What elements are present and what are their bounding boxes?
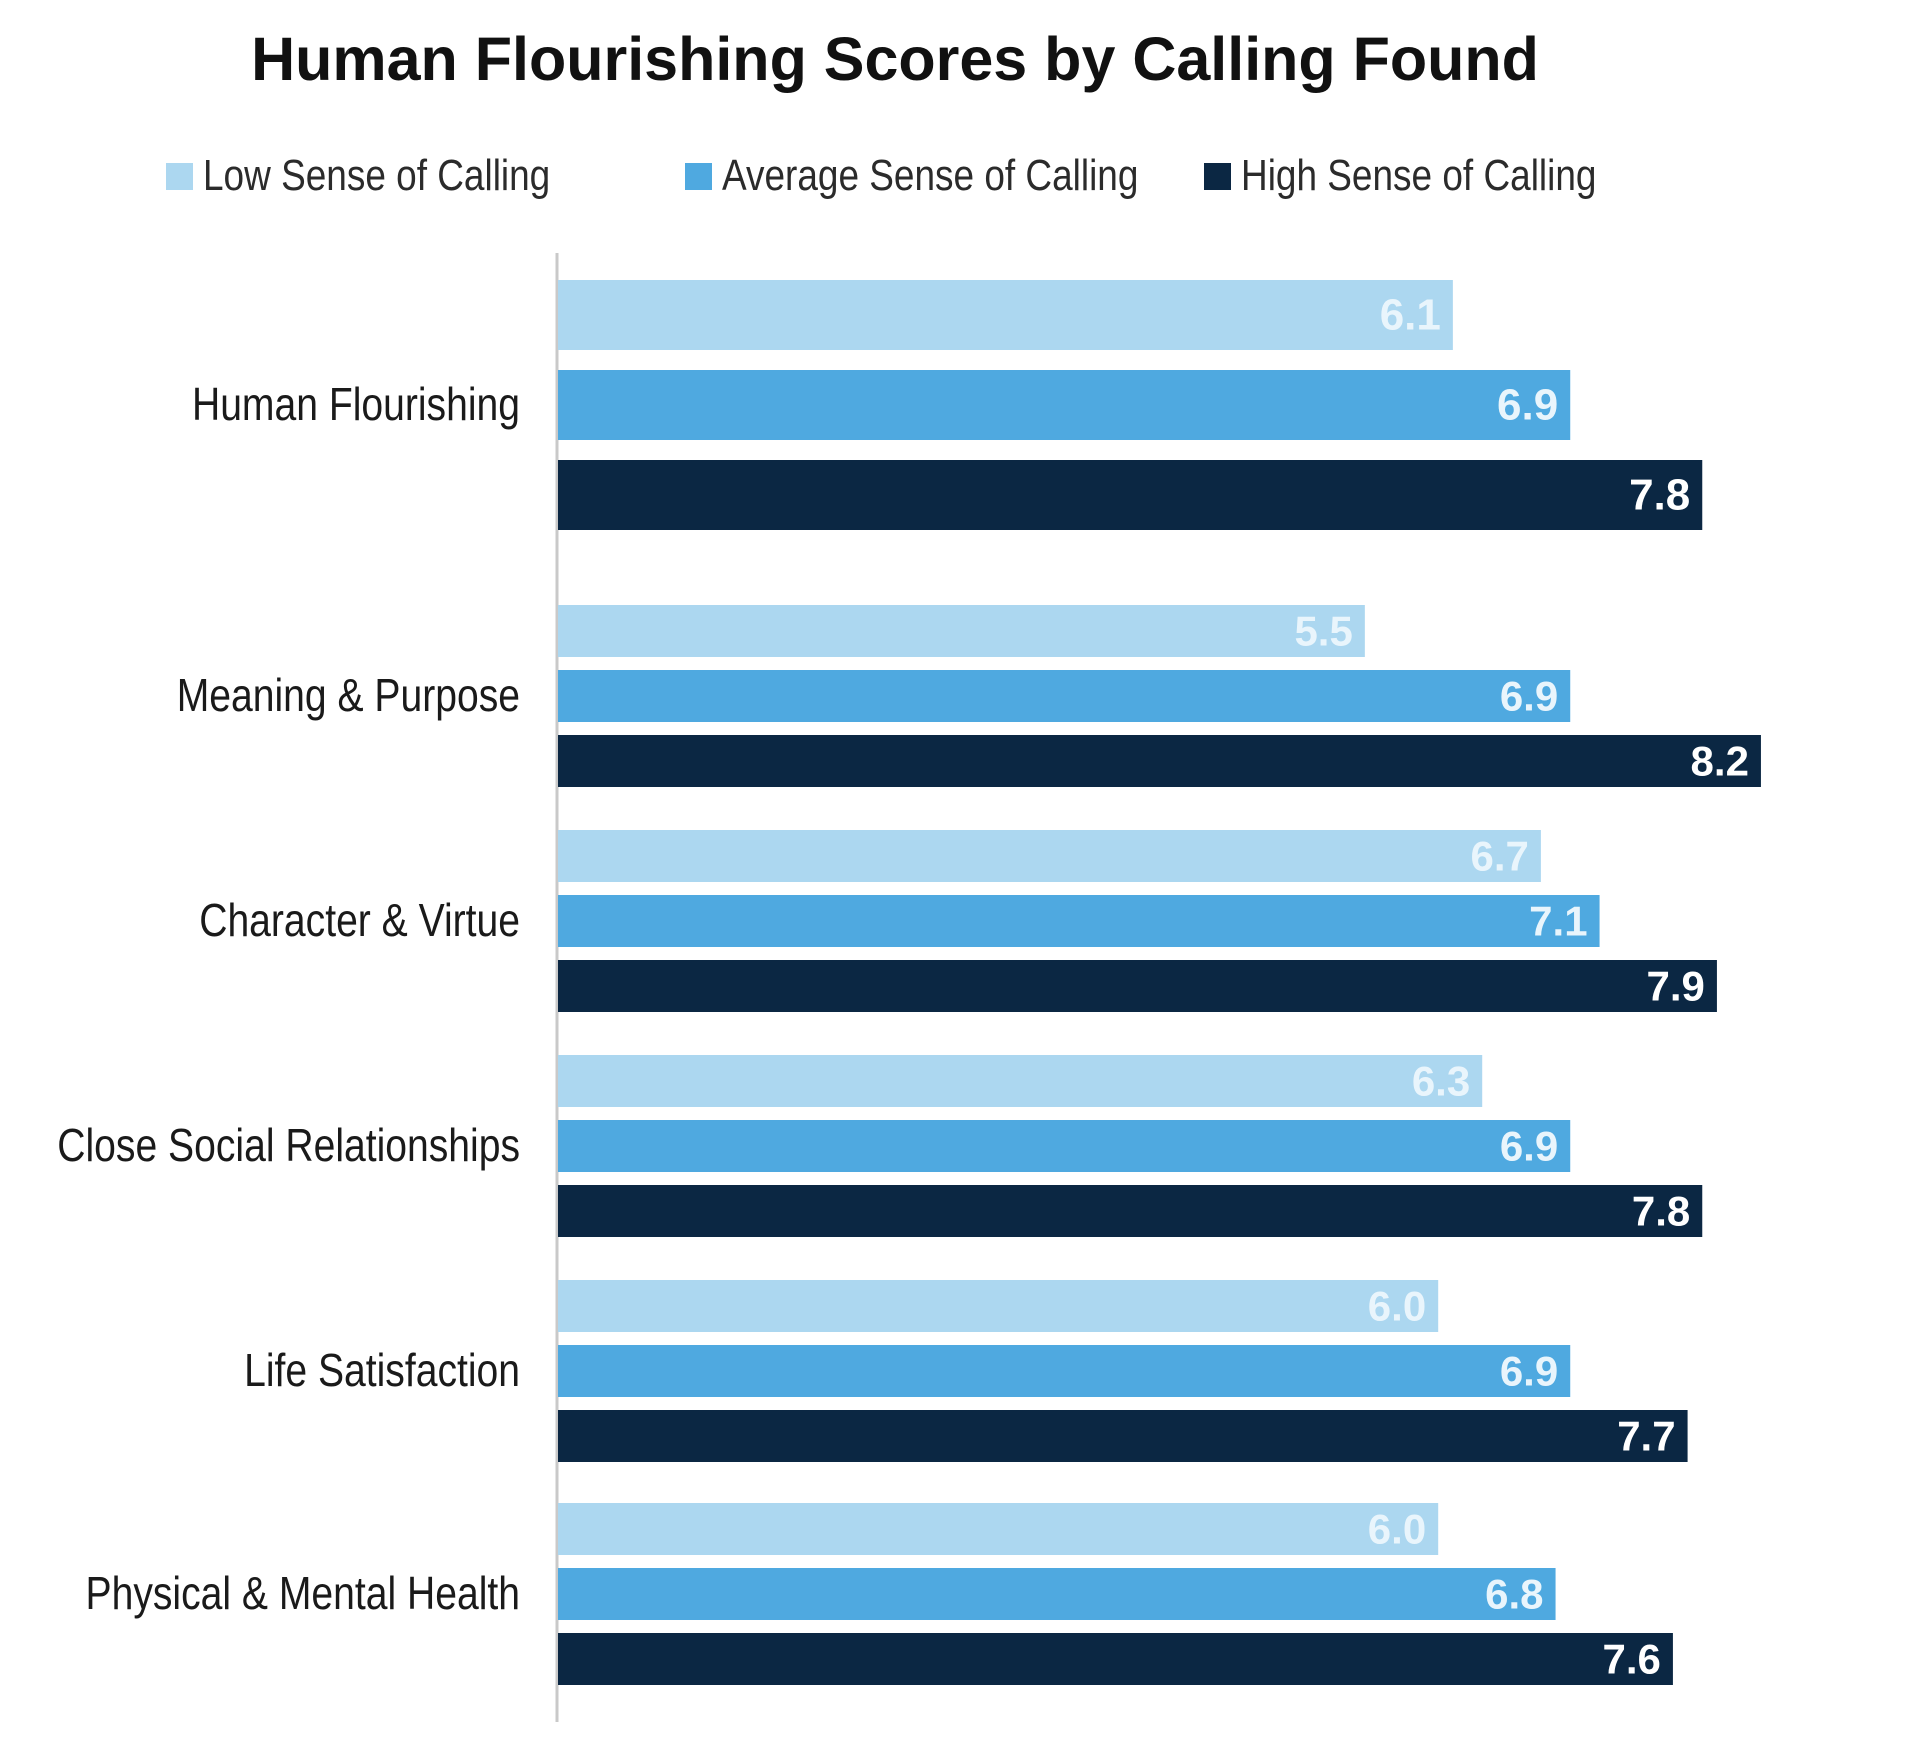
- legend-swatch-high: [1204, 162, 1231, 190]
- data-label-low-1: 6.1: [1380, 291, 1441, 340]
- data-label-high-2: 8.2: [1691, 738, 1749, 785]
- data-label-high-4: 7.8: [1632, 1188, 1690, 1235]
- category-label-2: Meaning & Purpose: [177, 670, 520, 722]
- legend-item-high: High Sense of Calling: [1204, 151, 1671, 201]
- bar-high-4: [558, 1185, 1703, 1237]
- bar-average-4: [558, 1120, 1571, 1172]
- category-label-3: Character & Virtue: [199, 895, 520, 947]
- bar-high-5: [558, 1410, 1688, 1462]
- bar-average-1: [558, 370, 1571, 440]
- data-label-high-3: 7.9: [1647, 963, 1705, 1010]
- legend-swatch-average: [685, 162, 712, 190]
- legend-item-average: Average Sense of Calling: [685, 151, 1152, 201]
- legend: Low Sense of Calling Average Sense of Ca…: [166, 148, 1723, 204]
- data-label-average-5: 6.9: [1500, 1348, 1558, 1395]
- data-label-low-6: 6.0: [1368, 1506, 1426, 1553]
- data-label-average-2: 6.9: [1500, 673, 1558, 720]
- category-label-1: Human Flourishing: [192, 379, 520, 431]
- bar-average-5: [558, 1345, 1571, 1397]
- bar-high-1: [558, 460, 1703, 530]
- legend-label-average: Average Sense of Calling: [722, 151, 1139, 200]
- bar-high-3: [558, 960, 1717, 1012]
- category-label-6: Physical & Mental Health: [86, 1568, 520, 1620]
- bar-average-2: [558, 670, 1571, 722]
- bar-high-6: [558, 1633, 1673, 1685]
- legend-label-low: Low Sense of Calling: [203, 151, 551, 200]
- bar-low-4: [558, 1055, 1483, 1107]
- bar-low-5: [558, 1280, 1439, 1332]
- bar-average-3: [558, 895, 1600, 947]
- legend-swatch-low: [166, 162, 193, 190]
- data-label-high-6: 7.6: [1603, 1636, 1661, 1683]
- data-label-low-5: 6.0: [1368, 1283, 1426, 1330]
- legend-item-low: Low Sense of Calling: [166, 151, 633, 201]
- data-label-low-3: 6.7: [1470, 833, 1528, 880]
- legend-label-high: High Sense of Calling: [1241, 151, 1597, 200]
- data-label-average-4: 6.9: [1500, 1123, 1558, 1170]
- data-label-average-6: 6.8: [1485, 1571, 1543, 1618]
- data-label-low-4: 6.3: [1412, 1058, 1470, 1105]
- category-label-4: Close Social Relationships: [57, 1120, 520, 1172]
- bar-low-2: [558, 605, 1365, 657]
- bar-low-6: [558, 1503, 1439, 1555]
- bar-average-6: [558, 1568, 1556, 1620]
- data-label-high-5: 7.7: [1617, 1413, 1675, 1460]
- data-label-low-2: 5.5: [1294, 608, 1352, 655]
- data-label-high-1: 7.8: [1629, 471, 1690, 520]
- bar-high-2: [558, 735, 1761, 787]
- data-label-average-1: 6.9: [1497, 381, 1558, 430]
- bar-low-3: [558, 830, 1541, 882]
- chart-title: Human Flourishing Scores by Calling Foun…: [251, 25, 1539, 93]
- category-label-5: Life Satisfaction: [244, 1345, 520, 1397]
- bar-low-1: [558, 280, 1453, 350]
- data-label-average-3: 7.1: [1529, 898, 1587, 945]
